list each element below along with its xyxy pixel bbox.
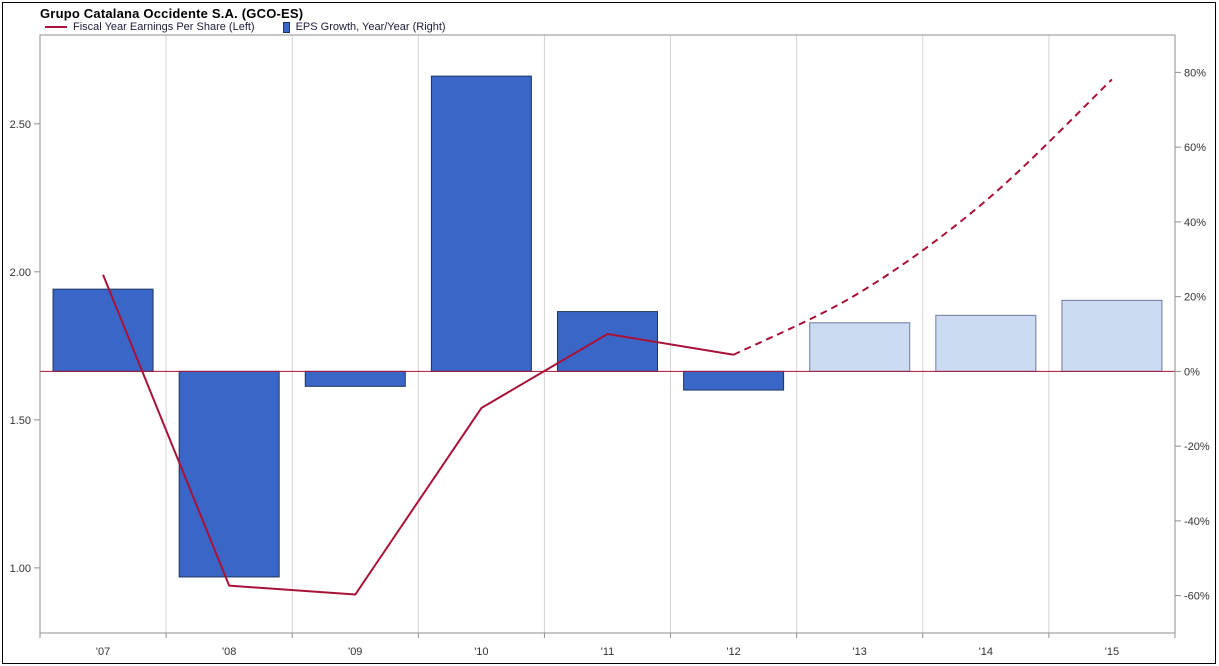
left-axis-label: 2.50	[10, 119, 31, 131]
right-axis-label: 0%	[1184, 366, 1200, 378]
left-axis-label: 1.50	[10, 415, 31, 427]
right-axis-label: 20%	[1184, 292, 1206, 304]
right-axis-label: 40%	[1184, 217, 1206, 229]
left-axis-label: 2.00	[10, 267, 31, 279]
legend-item-eps-growth: EPS Growth, Year/Year (Right)	[282, 21, 446, 33]
x-axis-label: '13	[853, 646, 867, 658]
bar-'12	[683, 370, 785, 391]
right-axis-label: 80%	[1184, 67, 1206, 79]
legend-label-eps-growth: EPS Growth, Year/Year (Right)	[295, 21, 446, 33]
left-axis-label: 1.00	[10, 563, 31, 575]
x-axis-label: '09	[348, 646, 362, 658]
x-axis-label: '12	[726, 646, 740, 658]
x-axis-label: '08	[222, 646, 236, 658]
bar-'07	[52, 288, 154, 372]
bar-estimate-'13	[809, 322, 911, 372]
legend-item-eps-line: Fiscal Year Earnings Per Share (Left)	[45, 21, 255, 33]
legend-label-eps-line: Fiscal Year Earnings Per Share (Left)	[73, 21, 255, 33]
x-axis-label: '11	[601, 646, 615, 658]
line-series-swatch-icon	[45, 26, 67, 28]
eps-line-history	[102, 274, 734, 596]
bar-series-swatch-icon	[282, 21, 290, 33]
bar-estimate-'15	[1061, 299, 1163, 372]
chart-legend: Fiscal Year Earnings Per Share (Left) EP…	[45, 21, 446, 33]
bar-'10	[430, 75, 532, 372]
plot-border	[39, 34, 1176, 634]
bar-'11	[557, 311, 658, 372]
chart-title: Grupo Catalana Occidente S.A. (GCO-ES)	[40, 6, 304, 21]
right-axis-label: -20%	[1184, 441, 1210, 453]
bar-'09	[304, 370, 406, 387]
bar-'08	[178, 370, 280, 578]
x-axis-label: '10	[474, 646, 488, 658]
x-axis-label: '14	[979, 646, 993, 658]
x-axis-label: '15	[1105, 646, 1119, 658]
right-axis-label: -60%	[1184, 591, 1210, 603]
right-axis-label: -40%	[1184, 516, 1210, 528]
bar-estimate-'14	[935, 314, 1037, 372]
right-axis-label: 60%	[1184, 142, 1206, 154]
x-axis-label: '07	[96, 646, 110, 658]
eps-line-estimate	[733, 78, 1113, 356]
